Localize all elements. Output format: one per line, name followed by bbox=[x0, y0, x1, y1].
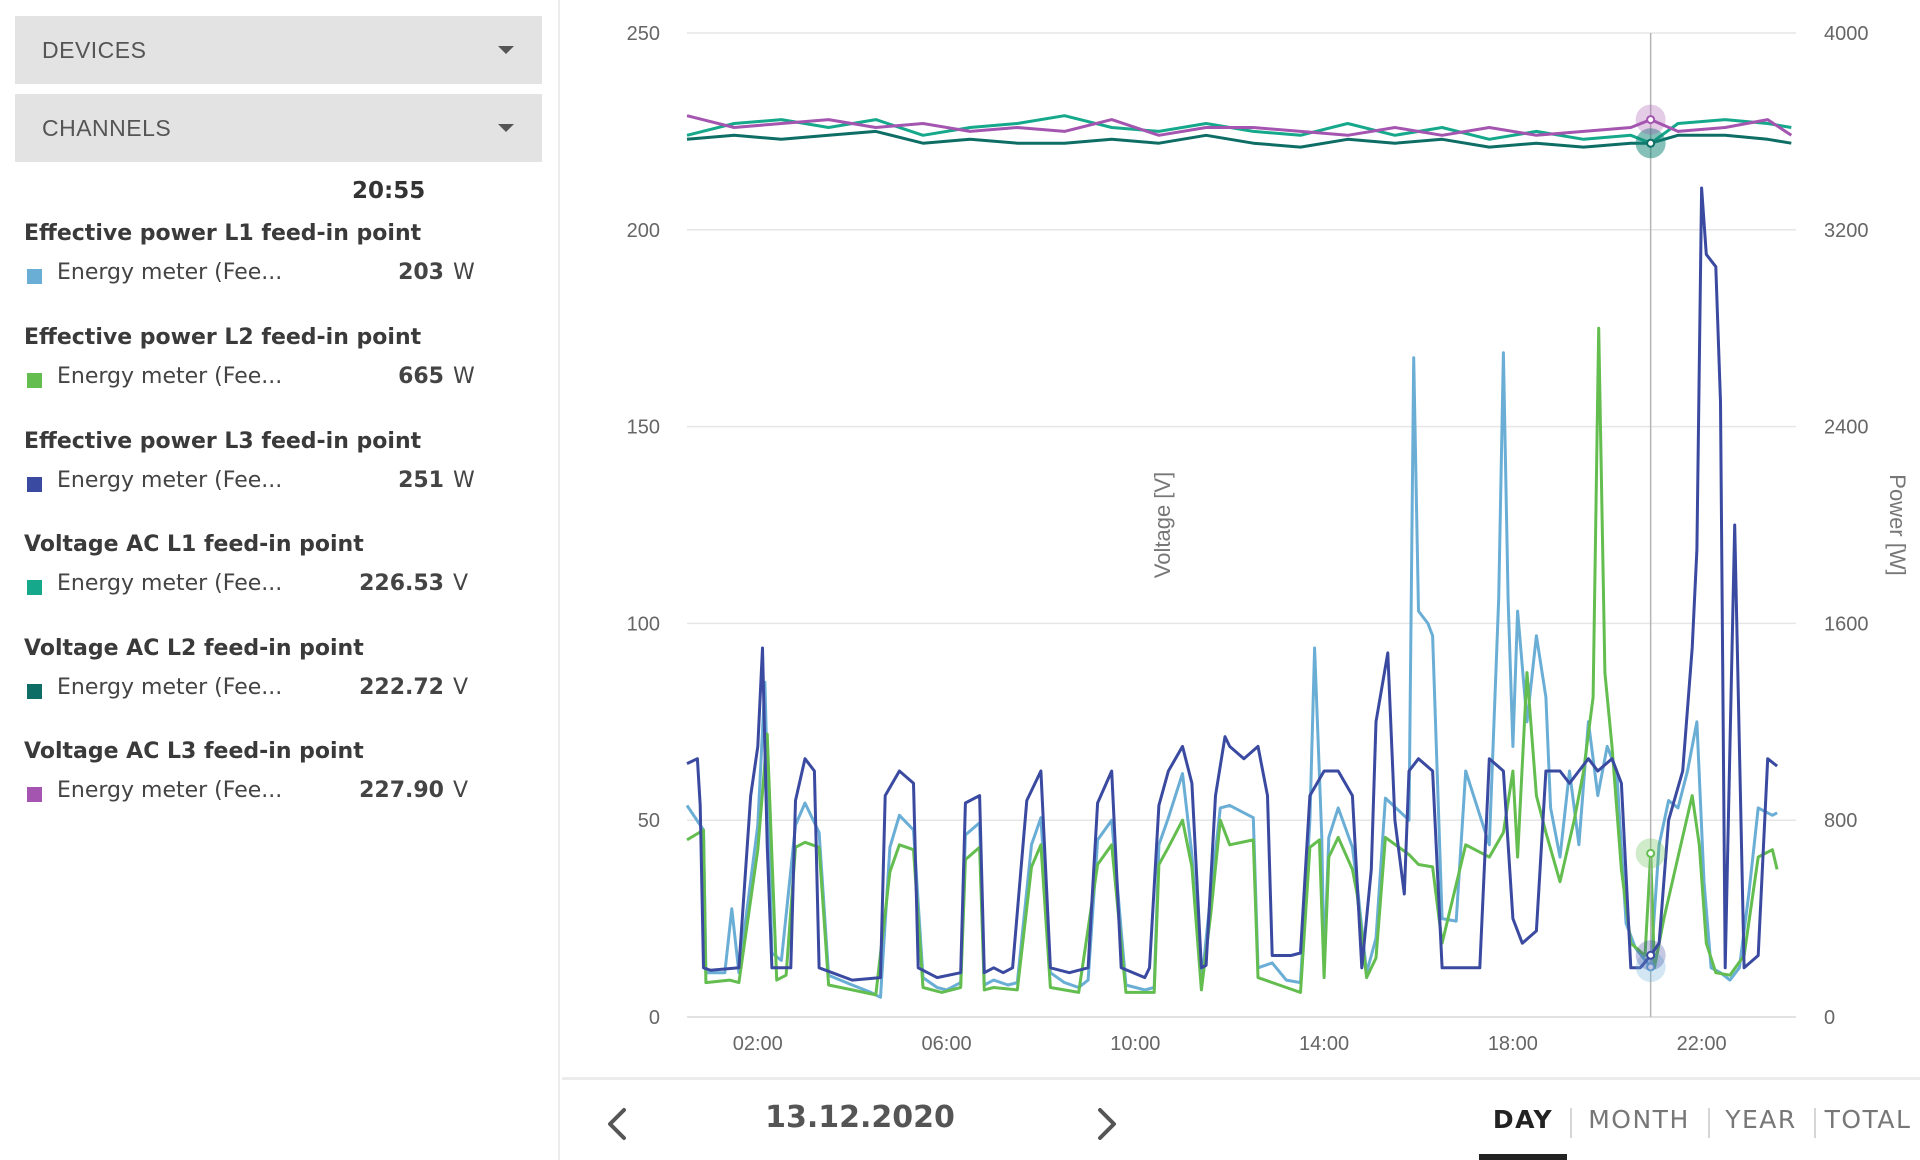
y-tick-label: 250 bbox=[627, 23, 660, 45]
channel-device-name: Energy meter (Fee... bbox=[57, 260, 283, 285]
y2-axis-title: Power [W] bbox=[1885, 474, 1910, 575]
legend-swatch bbox=[27, 580, 42, 595]
channel-item: Effective power L1 feed-in point Energy … bbox=[24, 221, 544, 296]
hover-marker-dot bbox=[1646, 950, 1656, 960]
chart-series bbox=[685, 114, 1793, 999]
channel-value: 222.72 bbox=[359, 675, 444, 700]
tab-separator bbox=[1708, 1108, 1710, 1138]
x-tick-label: 10:00 bbox=[1110, 1033, 1160, 1055]
channel-value: 226.53 bbox=[359, 571, 444, 596]
y-tick-label: 50 bbox=[638, 810, 660, 832]
legend-swatch bbox=[27, 373, 42, 388]
tab-month[interactable]: MONTH bbox=[1588, 1105, 1690, 1134]
channel-unit: V bbox=[453, 675, 469, 700]
tab-total[interactable]: TOTAL bbox=[1824, 1105, 1912, 1134]
channels-dropdown[interactable]: CHANNELS bbox=[15, 94, 542, 162]
channel-sidebar: DEVICES CHANNELS 20:55 Effective power L… bbox=[0, 0, 560, 1160]
power-series-line bbox=[685, 351, 1778, 999]
chevron-down-icon bbox=[498, 124, 514, 132]
y2-tick-label: 1600 bbox=[1824, 613, 1869, 635]
devices-dropdown[interactable]: DEVICES bbox=[15, 16, 542, 84]
chart-axis-ticks: 0 50 100 150 200 250 0 800 1600 2400 3200 4000 02:00… bbox=[627, 23, 1869, 1055]
channel-unit: V bbox=[453, 778, 469, 803]
chart-crosshair bbox=[1635, 33, 1666, 1017]
channel-value: 203 bbox=[398, 260, 444, 285]
date-label[interactable]: 13.12.2020 bbox=[765, 1100, 955, 1135]
channel-device-name: Energy meter (Fee... bbox=[57, 675, 283, 700]
next-day-chevron-icon[interactable] bbox=[1088, 1104, 1124, 1144]
y-axis-title: Voltage [V] bbox=[1150, 472, 1175, 578]
hover-marker-dot bbox=[1646, 115, 1656, 125]
channel-value: 665 bbox=[398, 364, 444, 389]
channel-device-name: Energy meter (Fee... bbox=[57, 364, 283, 389]
channel-title: Voltage AC L1 feed-in point bbox=[24, 532, 364, 557]
channel-title: Effective power L2 feed-in point bbox=[24, 325, 422, 350]
legend-swatch bbox=[27, 269, 42, 284]
bottom-divider bbox=[562, 1077, 1920, 1080]
channel-title: Voltage AC L3 feed-in point bbox=[24, 739, 364, 764]
channel-title: Effective power L3 feed-in point bbox=[24, 429, 422, 454]
hover-marker-dot bbox=[1646, 138, 1656, 148]
chevron-down-icon bbox=[498, 46, 514, 54]
previous-day-chevron-icon[interactable] bbox=[600, 1104, 636, 1144]
hover-marker-dot bbox=[1646, 848, 1656, 858]
channel-device-name: Energy meter (Fee... bbox=[57, 778, 283, 803]
tooltip-time: 20:55 bbox=[352, 178, 426, 204]
tab-day[interactable]: DAY bbox=[1492, 1105, 1554, 1134]
y2-tick-label: 2400 bbox=[1824, 417, 1869, 439]
y2-tick-label: 800 bbox=[1824, 810, 1857, 832]
legend-swatch bbox=[27, 787, 42, 802]
y-tick-label: 100 bbox=[627, 613, 660, 635]
tab-separator bbox=[1570, 1108, 1572, 1138]
voltage-series-line bbox=[686, 114, 1792, 145]
channel-unit: V bbox=[453, 571, 469, 596]
x-tick-label: 18:00 bbox=[1488, 1033, 1538, 1055]
channel-unit: W bbox=[453, 364, 475, 389]
y2-tick-label: 4000 bbox=[1824, 23, 1869, 45]
channel-value: 227.90 bbox=[359, 778, 444, 803]
channel-item: Voltage AC L2 feed-in point Energy meter… bbox=[24, 636, 544, 711]
x-tick-label: 06:00 bbox=[922, 1033, 972, 1055]
channel-item: Effective power L2 feed-in point Energy … bbox=[24, 325, 544, 400]
active-tab-underline bbox=[1479, 1154, 1567, 1160]
y-tick-label: 200 bbox=[627, 220, 660, 242]
tab-separator bbox=[1814, 1108, 1816, 1138]
y2-tick-label: 0 bbox=[1824, 1007, 1835, 1029]
channel-item: Voltage AC L3 feed-in point Energy meter… bbox=[24, 739, 544, 814]
y-tick-label: 0 bbox=[649, 1007, 660, 1029]
channel-unit: W bbox=[453, 260, 475, 285]
channel-item: Effective power L3 feed-in point Energy … bbox=[24, 429, 544, 504]
hover-marker-dot bbox=[1646, 962, 1656, 972]
power-series-line bbox=[686, 186, 1779, 982]
devices-dropdown-label: DEVICES bbox=[42, 37, 147, 63]
voltage-series-line bbox=[686, 129, 1792, 149]
chart-grid bbox=[687, 32, 1796, 1018]
energy-chart[interactable]: 0 50 100 150 200 250 0 800 1600 2400 3200 4000 02:00… bbox=[560, 0, 1920, 1075]
legend-swatch bbox=[27, 477, 42, 492]
x-tick-label: 22:00 bbox=[1677, 1033, 1727, 1055]
x-tick-label: 14:00 bbox=[1299, 1033, 1349, 1055]
power-series-line bbox=[686, 326, 1779, 997]
channel-device-name: Energy meter (Fee... bbox=[57, 468, 283, 493]
channel-title: Voltage AC L2 feed-in point bbox=[24, 636, 364, 661]
channel-unit: W bbox=[453, 468, 475, 493]
channel-item: Voltage AC L1 feed-in point Energy meter… bbox=[24, 532, 544, 607]
tab-year[interactable]: YEAR bbox=[1725, 1105, 1797, 1134]
channels-dropdown-label: CHANNELS bbox=[42, 115, 172, 141]
channel-device-name: Energy meter (Fee... bbox=[57, 571, 283, 596]
legend-swatch bbox=[27, 684, 42, 699]
y2-tick-label: 3200 bbox=[1824, 220, 1869, 242]
x-tick-label: 02:00 bbox=[733, 1033, 783, 1055]
channel-title: Effective power L1 feed-in point bbox=[24, 221, 422, 246]
y-tick-label: 150 bbox=[627, 417, 660, 439]
channel-value: 251 bbox=[398, 468, 444, 493]
